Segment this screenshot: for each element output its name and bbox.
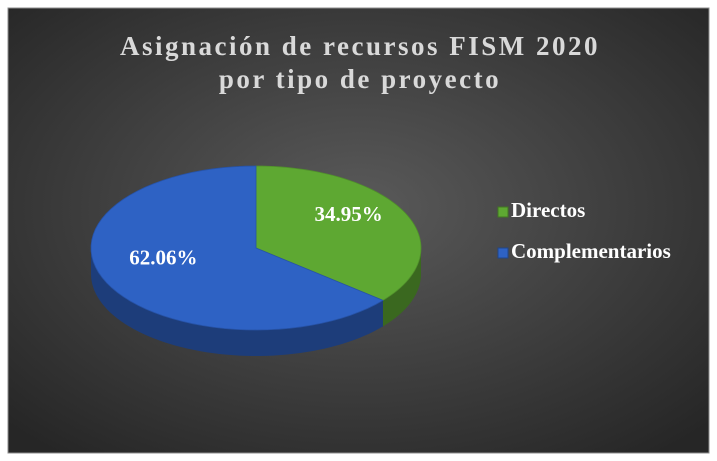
legend-label: Complementarios — [511, 239, 671, 263]
data-label: 34.95% — [314, 202, 382, 226]
legend-swatch — [497, 247, 509, 259]
legend-label: Directos — [511, 198, 585, 222]
chart-title: por tipo de proyecto — [219, 64, 501, 94]
data-label: 62.06% — [129, 245, 197, 269]
chart-title: Asignación de recursos FISM 2020 — [120, 31, 600, 61]
pie-slice-side — [382, 248, 421, 327]
pie-slice-side — [91, 248, 383, 356]
legend-swatch — [497, 206, 509, 218]
pie-slice — [90, 165, 384, 331]
pie-slice — [255, 165, 422, 301]
